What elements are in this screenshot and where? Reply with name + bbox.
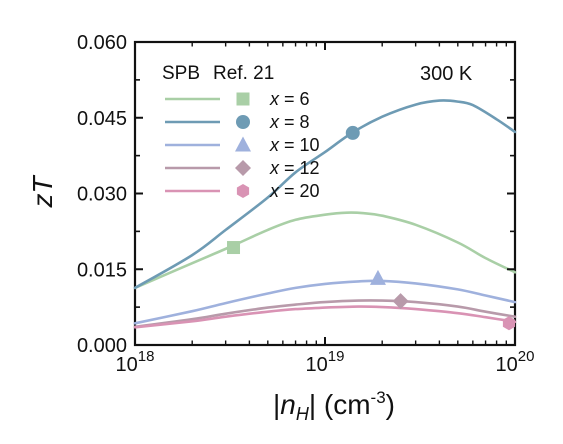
series-curves — [133, 99, 517, 329]
legend-marker-swatch — [236, 92, 250, 106]
legend-marker-label: Ref. 21 — [213, 63, 274, 84]
x-axis-title-suffix: | (cm — [309, 389, 371, 420]
spb-curve-series-3 — [133, 279, 517, 325]
legend-marker-swatch — [236, 184, 250, 198]
y-tick-label: 0.030 — [77, 184, 127, 206]
legend-entry-label: x = 10 — [269, 135, 320, 155]
spb-curve-series-1 — [133, 211, 517, 290]
x-tick-label: 1018 — [116, 348, 155, 376]
x-tick-label: 1019 — [306, 348, 345, 376]
series-points — [227, 125, 516, 331]
legend-entry-label: x = 6 — [269, 89, 310, 109]
spb-curve-series-2 — [133, 99, 517, 290]
legend-marker-swatch — [235, 160, 251, 176]
y-axis-title: zT — [27, 175, 58, 209]
plot-axes — [133, 40, 517, 347]
y-tick-label: 0.045 — [77, 108, 127, 130]
legend-line-label: SPB — [162, 63, 200, 84]
x-axis-title-sup: -3 — [371, 388, 386, 407]
legend: SPB Ref. 21 x = 6 x = 8 x = 10 x = 12 x = 20 — [162, 63, 320, 201]
x-axis-title-prefix: | — [273, 389, 280, 420]
ref-point-series-3 — [369, 269, 386, 285]
legend-marker-swatch — [235, 136, 251, 152]
legend-entry-label: x = 8 — [269, 112, 310, 132]
x-tick-label: 1020 — [496, 348, 535, 376]
x-axis-title: |nH| (cm-3) — [273, 388, 395, 424]
ref-point-series-4 — [392, 293, 409, 310]
ref-point-series-2 — [345, 125, 360, 140]
legend-entry-label: x = 12 — [269, 158, 320, 178]
x-axis-title-var: n — [280, 389, 296, 420]
plot-frame — [133, 40, 517, 347]
ref-point-series-1 — [227, 241, 241, 255]
x-axis-title-close: ) — [386, 389, 395, 420]
y-tick-label: 0.015 — [77, 259, 127, 281]
y-tick-label: 0.060 — [77, 32, 127, 54]
spb-curve-series-5 — [133, 305, 517, 329]
spb-curve-series-4 — [133, 299, 517, 329]
x-axis-title-sub: H — [296, 404, 310, 424]
ref-point-series-5 — [502, 316, 516, 331]
legend-marker-swatch — [236, 115, 250, 129]
axis-ticks: 0.000 0.015 0.030 0.045 0.060 1018 1019 1020 — [77, 32, 535, 376]
temperature-annotation: 300 K — [420, 63, 473, 85]
legend-entry-label: x = 20 — [269, 181, 320, 201]
y-tick-label: 0.000 — [77, 335, 127, 357]
